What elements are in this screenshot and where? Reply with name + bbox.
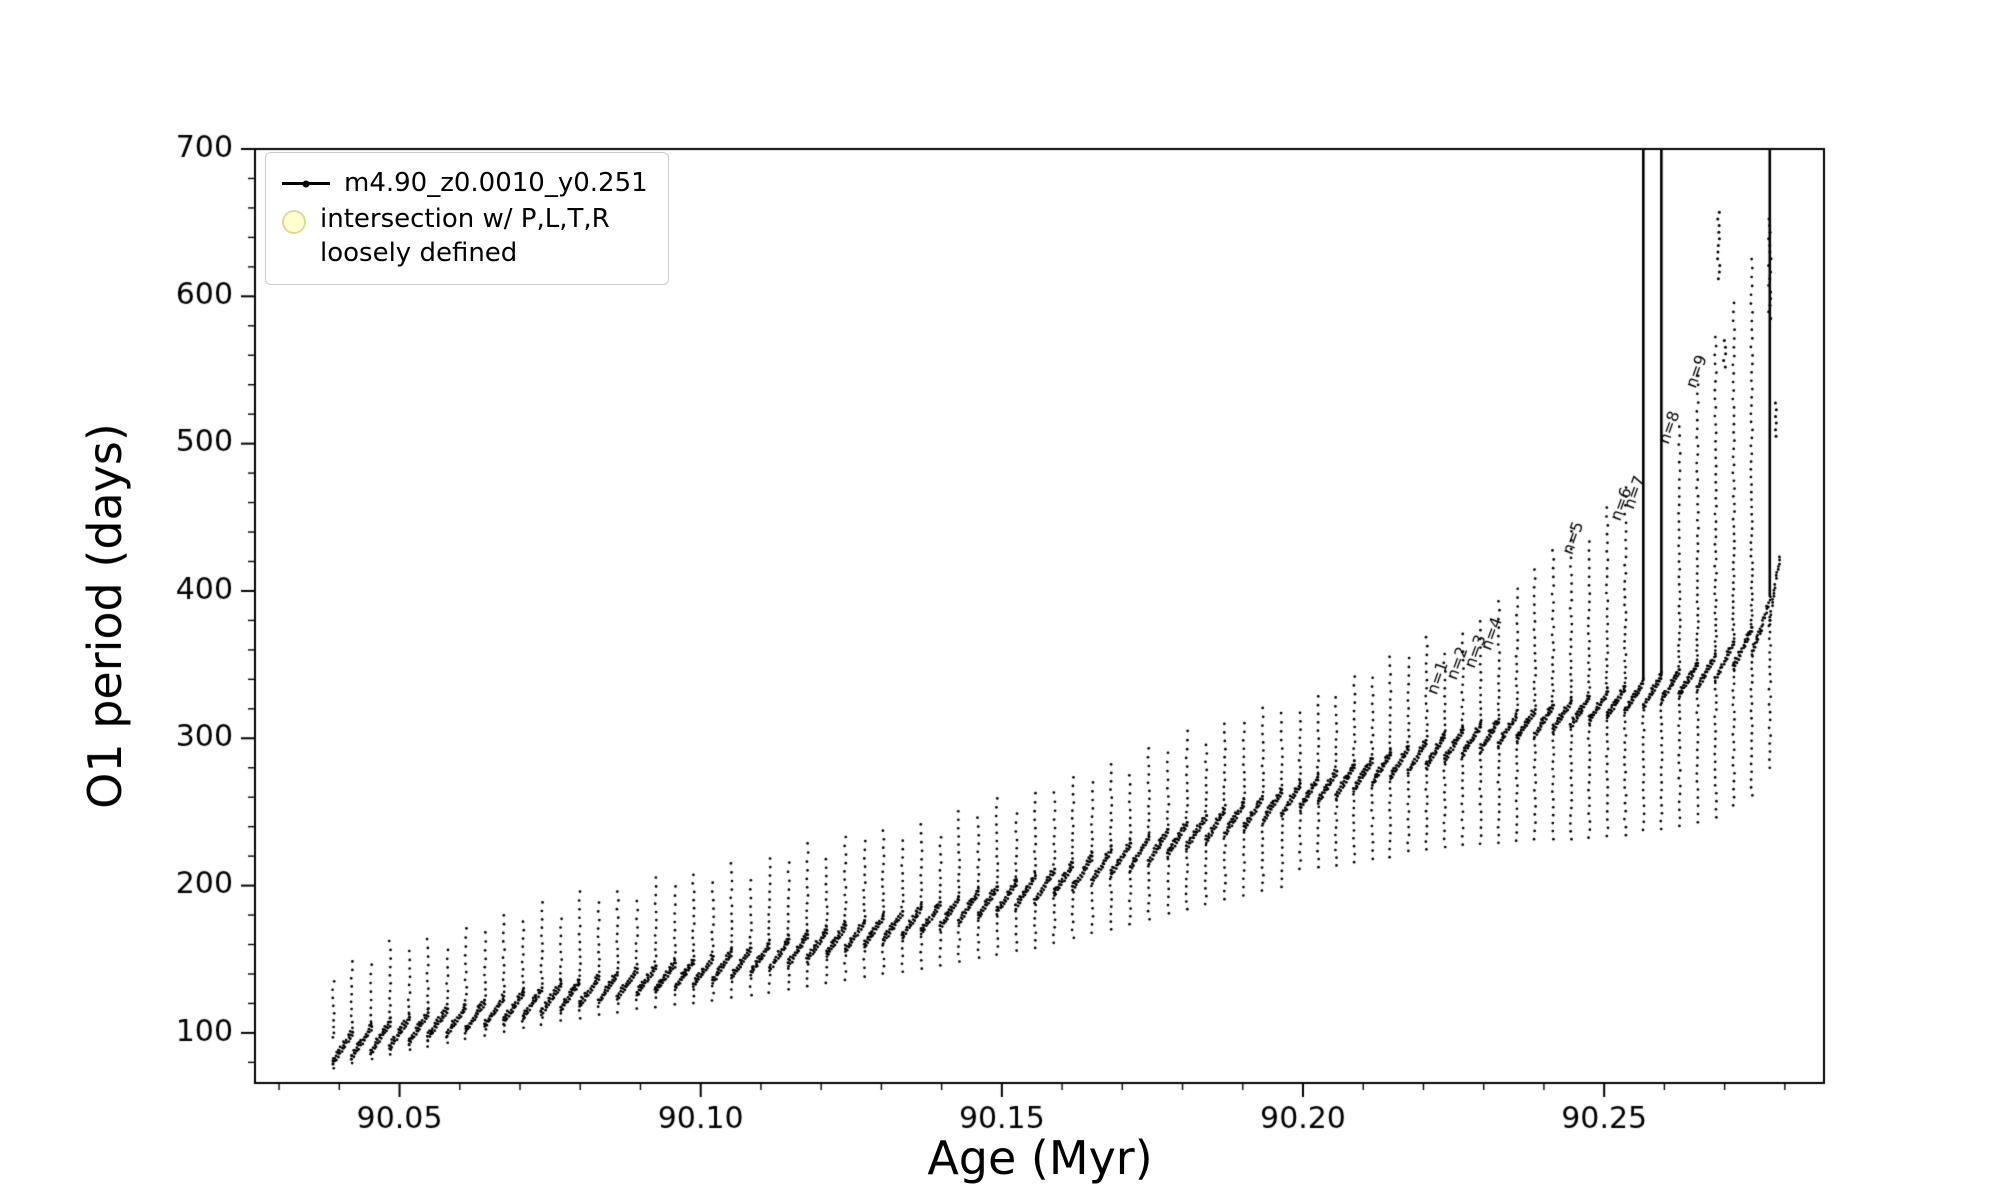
legend-intersection-label: intersection w/ P,L,T,R loosely defined (320, 203, 610, 268)
circle-marker-icon (282, 209, 306, 234)
y-axis-label: O1 period (days) (78, 423, 132, 809)
legend-entry-intersection: intersection w/ P,L,T,R loosely defined (282, 203, 648, 271)
x-axis-label: Age (Myr) (927, 1131, 1153, 1185)
dot-marker-icon (302, 180, 310, 187)
legend-series-label: m4.90_z0.0010_y0.251 (344, 168, 648, 198)
legend: m4.90_z0.0010_y0.251 intersection w/ P,L… (265, 152, 669, 286)
legend-entry-series: m4.90_z0.0010_y0.251 (282, 167, 648, 201)
line-marker-icon (282, 180, 330, 187)
